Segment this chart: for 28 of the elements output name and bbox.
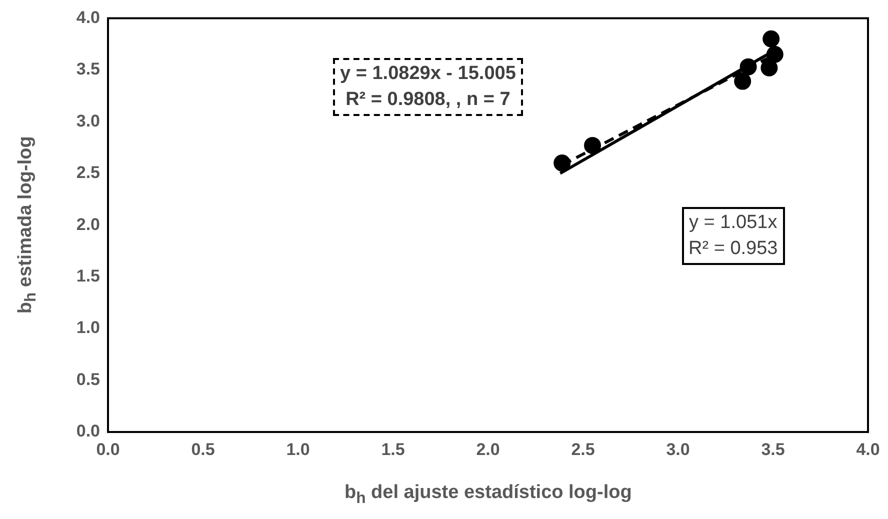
- x-tick-label: 4.0: [856, 440, 880, 459]
- point: [734, 72, 752, 90]
- y-tick-label: 1.0: [76, 318, 100, 338]
- annotation: y = 1.0829x - 15.005 R² = 0.9808, , n = 7: [333, 58, 523, 116]
- point: [762, 30, 780, 48]
- y-tick-label: 3.5: [76, 60, 100, 79]
- x-tick-label: 2.5: [571, 440, 595, 459]
- x-tick-label: 1.0: [286, 440, 310, 459]
- point: [584, 136, 601, 154]
- y-tick-label: 0.0: [76, 422, 100, 441]
- annotation: y = 1.051x R² = 0.953: [682, 207, 785, 265]
- x-tick-label: 2.0: [476, 440, 500, 459]
- y-tick-label: 2.0: [76, 214, 100, 234]
- x-tick-label: 3.5: [761, 440, 785, 459]
- x-tick-label: 1.5: [381, 440, 405, 459]
- y-tick-label: 4.0: [76, 8, 100, 27]
- x-tick-label: 0.5: [191, 440, 215, 459]
- point: [554, 154, 571, 172]
- y-tick-label: 0.5: [76, 370, 100, 389]
- x-tick-label: 0.0: [96, 440, 120, 459]
- y-tick-label: 1.5: [76, 266, 100, 286]
- point: [760, 59, 778, 76]
- x-axis-title: b$_{h}$ del ajuste estadístico log-log: [344, 482, 632, 508]
- y-tick-label: 2.5: [76, 163, 100, 182]
- y-tick-label: 3.0: [76, 111, 100, 130]
- point: [766, 46, 784, 63]
- x-tick-label: 3.0: [666, 440, 690, 459]
- point: [740, 58, 757, 76]
